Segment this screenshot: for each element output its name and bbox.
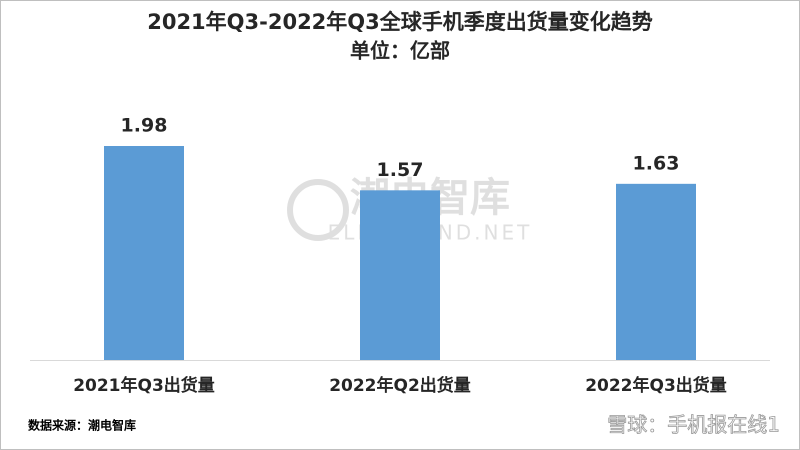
data-label: 1.57 [377, 159, 424, 181]
data-label: 1.98 [121, 115, 168, 137]
data-label: 1.63 [633, 152, 680, 174]
x-tick-label: 2022年Q2出货量 [329, 375, 471, 396]
chart-subtitle: 单位：亿部 [350, 39, 450, 63]
bar [360, 190, 440, 360]
bar [616, 183, 696, 360]
chart-title: 2021年Q3-2022年Q3全球手机季度出货量变化趋势 [147, 10, 653, 34]
corner-watermark: 雪球：手机报在线1 [607, 413, 780, 437]
watermark-logo [287, 179, 349, 241]
bar [104, 146, 184, 360]
x-tick-label: 2021年Q3出货量 [73, 375, 215, 396]
x-tick-label: 2022年Q3出货量 [585, 375, 727, 396]
source-note: 数据来源：潮电智库 [28, 418, 136, 433]
